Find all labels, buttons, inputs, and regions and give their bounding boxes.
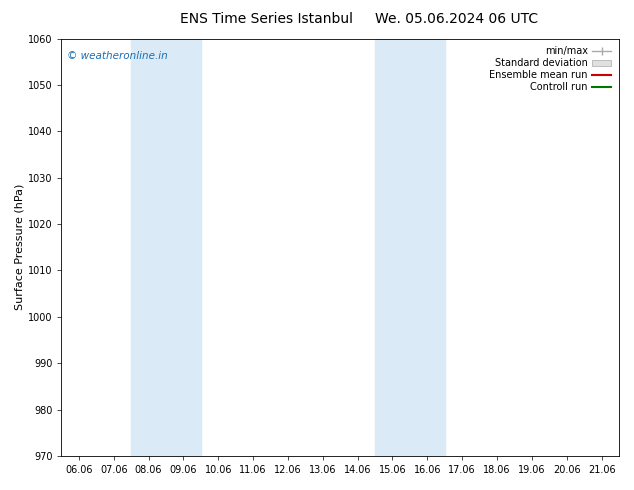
Y-axis label: Surface Pressure (hPa): Surface Pressure (hPa) bbox=[15, 184, 25, 311]
Bar bbox=[131, 39, 201, 456]
Text: © weatheronline.in: © weatheronline.in bbox=[67, 51, 168, 61]
Legend: min/max, Standard deviation, Ensemble mean run, Controll run: min/max, Standard deviation, Ensemble me… bbox=[486, 44, 614, 95]
Bar bbox=[375, 39, 445, 456]
Text: We. 05.06.2024 06 UTC: We. 05.06.2024 06 UTC bbox=[375, 12, 538, 26]
Text: ENS Time Series Istanbul: ENS Time Series Istanbul bbox=[180, 12, 353, 26]
